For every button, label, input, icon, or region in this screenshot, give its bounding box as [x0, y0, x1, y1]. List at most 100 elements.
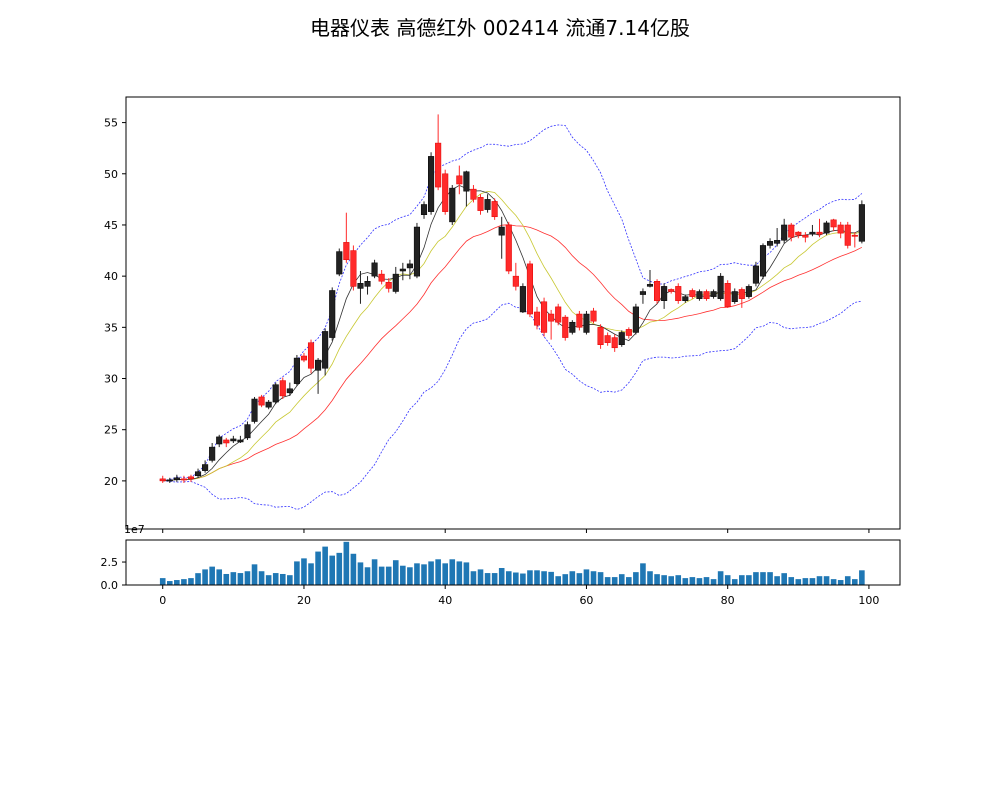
- candle-up: [774, 240, 781, 244]
- candle-down: [279, 380, 286, 397]
- y-tick-label: 35: [104, 321, 118, 334]
- volume-bar: [513, 572, 519, 585]
- volume-bar: [435, 559, 441, 585]
- ma20-line: [162, 224, 863, 482]
- candle-up: [322, 331, 329, 369]
- candle-down: [159, 478, 166, 482]
- candle-up: [428, 156, 435, 212]
- candle-up: [449, 187, 456, 223]
- candle-down: [555, 306, 562, 323]
- candle-down: [625, 329, 632, 336]
- volume-bar: [611, 577, 618, 585]
- candle-down: [187, 476, 195, 480]
- candle-down: [526, 263, 533, 315]
- volume-bar: [449, 559, 456, 585]
- volume-bar: [400, 565, 406, 585]
- candle-up: [752, 265, 759, 284]
- volume-y-tick-label: 2.5: [101, 556, 119, 569]
- candle-down: [435, 142, 442, 188]
- ma5-line: [162, 184, 863, 482]
- volume-bar: [279, 573, 286, 585]
- candle-down: [654, 281, 661, 301]
- volume-bar: [329, 555, 336, 585]
- candle-up: [399, 268, 406, 272]
- volume-bar: [590, 571, 597, 585]
- volume-bar: [294, 561, 300, 585]
- candle-down: [180, 478, 187, 481]
- candle-up: [364, 281, 371, 287]
- volume-bar: [689, 577, 696, 585]
- volume-bar: [421, 564, 427, 585]
- volume-bar: [597, 572, 604, 585]
- candle-up: [583, 313, 590, 333]
- volume-bar: [237, 573, 244, 585]
- candle-down: [470, 188, 477, 200]
- volume-bar: [520, 573, 526, 585]
- candle-down: [350, 250, 357, 287]
- candle-up: [293, 357, 300, 384]
- volume-bar: [385, 566, 392, 585]
- volume-bar: [258, 571, 265, 585]
- volume-bar: [166, 581, 173, 585]
- candle-up: [230, 438, 237, 442]
- volume-bar: [195, 573, 201, 585]
- y-tick-label: 40: [104, 270, 118, 283]
- volume-bar: [378, 566, 385, 585]
- candle-up: [463, 171, 470, 192]
- ma10-line: [162, 190, 863, 482]
- candle-up: [710, 291, 717, 297]
- candle-up: [731, 291, 738, 302]
- candle-down: [837, 224, 844, 234]
- volume-bar: [746, 575, 752, 585]
- volume-bar: [654, 574, 660, 585]
- candle-down: [724, 283, 731, 308]
- candle-down: [442, 173, 449, 212]
- volume-bar: [576, 573, 583, 585]
- candle-down: [548, 313, 555, 322]
- x-tick-label: 60: [579, 594, 593, 607]
- volume-bar: [717, 571, 724, 585]
- candle-down: [378, 273, 385, 282]
- candle-up: [315, 359, 322, 371]
- volume-bar: [343, 541, 350, 585]
- candle-up: [646, 284, 654, 287]
- candle-down: [788, 224, 795, 238]
- candle-up: [202, 464, 209, 471]
- candle-up: [717, 275, 724, 299]
- candle-up: [286, 388, 293, 394]
- volume-bar: [703, 577, 710, 585]
- candle-up: [639, 291, 646, 295]
- candle-down: [533, 311, 541, 326]
- candle-down: [816, 231, 823, 235]
- candle-up: [632, 306, 639, 333]
- volume-bar: [364, 567, 371, 585]
- candle-up: [173, 477, 180, 481]
- candle-up: [357, 283, 364, 289]
- volume-bar: [795, 579, 802, 585]
- volume-panel: 0 20 40 60 80 100 0.0 2.5: [101, 541, 879, 607]
- candle-up: [237, 439, 244, 443]
- volume-bar: [442, 563, 449, 585]
- volume-bar: [852, 579, 858, 585]
- candle-up: [272, 384, 279, 403]
- volume-bar: [696, 578, 703, 585]
- candle-down: [505, 224, 512, 272]
- volume-bar: [414, 563, 420, 585]
- volume-bar: [315, 551, 321, 585]
- volume-bar: [569, 571, 576, 585]
- volume-bar: [159, 578, 166, 585]
- volume-offset-label: 1e7: [124, 523, 145, 536]
- candle-down: [795, 231, 802, 236]
- candle-up: [823, 222, 830, 234]
- volume-bar: [844, 576, 851, 585]
- volume-bar: [463, 562, 470, 585]
- volume-bar: [802, 578, 809, 585]
- candle-up: [696, 291, 703, 299]
- volume-bar: [301, 558, 307, 585]
- candle-down: [844, 224, 851, 246]
- candle-down: [562, 316, 569, 338]
- volume-bar: [491, 573, 498, 585]
- candle-up: [392, 273, 399, 292]
- candle-down: [343, 242, 350, 261]
- y-tick-label: 25: [104, 424, 118, 437]
